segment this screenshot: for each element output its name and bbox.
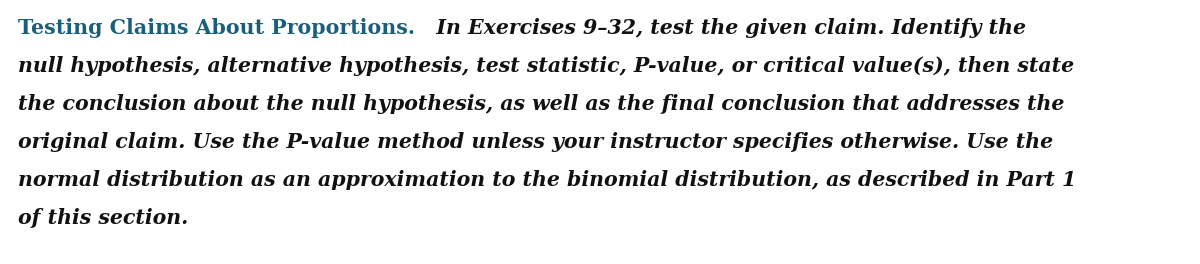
Text: the conclusion about the null hypothesis, as well as the final conclusion that a: the conclusion about the null hypothesis… bbox=[18, 94, 1064, 114]
Text: normal distribution as an approximation to the binomial distribution, as describ: normal distribution as an approximation … bbox=[18, 170, 1076, 190]
Text: In Exercises 9–32, test the given claim. Identify the: In Exercises 9–32, test the given claim.… bbox=[415, 18, 1026, 38]
Text: original claim. Use the P-value method unless your instructor specifies otherwis: original claim. Use the P-value method u… bbox=[18, 132, 1054, 152]
Text: of this section.: of this section. bbox=[18, 208, 188, 228]
Text: Testing Claims About Proportions.: Testing Claims About Proportions. bbox=[18, 18, 415, 38]
Text: null hypothesis, alternative hypothesis, test statistic, P-value, or critical va: null hypothesis, alternative hypothesis,… bbox=[18, 56, 1074, 76]
